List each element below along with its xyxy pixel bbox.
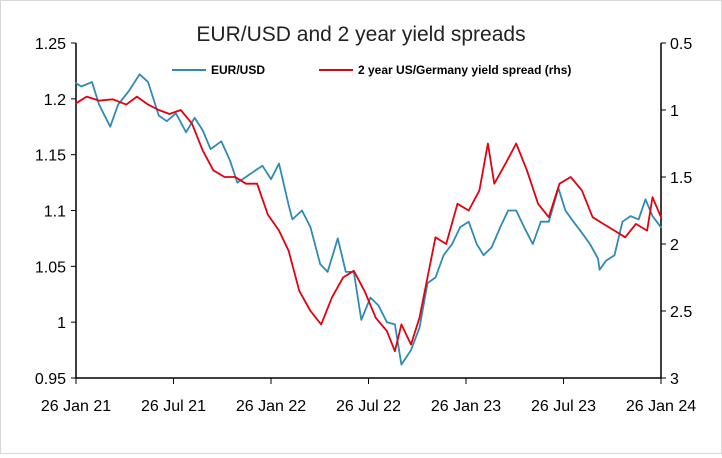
x-axis-tick-label: 26 Jul 23 — [531, 398, 596, 415]
left-axis-tick-label: 1.05 — [35, 259, 66, 276]
x-axis-tick-label: 26 Jul 21 — [141, 398, 206, 415]
legend-label-spread: 2 year US/Germany yield spread (rhs) — [358, 63, 571, 77]
x-axis-tick-label: 26 Jan 22 — [236, 398, 306, 415]
series-line-eurusd-line — [75, 73, 662, 366]
series-layer — [75, 73, 662, 366]
x-axis-tick-label: 26 Jan 24 — [626, 398, 696, 415]
left-axis-tick-label: 1.2 — [44, 92, 66, 109]
chart-title: EUR/USD and 2 year yield spreads — [196, 23, 525, 46]
right-axis-tick-label: 2.5 — [670, 304, 692, 321]
series-line-yield-spread-line — [75, 95, 662, 353]
left-axis-tick-label: 1.25 — [35, 36, 66, 53]
x-axis-tick-label: 26 Jul 22 — [336, 398, 401, 415]
right-axis-tick-label: 3 — [670, 371, 679, 388]
left-axis-tick-label: 1 — [57, 315, 66, 332]
right-axis-tick-label: 2 — [670, 237, 679, 254]
x-axis-tick-label: 26 Jan 21 — [41, 398, 111, 415]
legend: EUR/USD 2 year US/Germany yield spread (… — [172, 63, 571, 77]
left-axis-tick-label: 1.15 — [35, 148, 66, 165]
legend-label-eurusd: EUR/USD — [211, 63, 265, 77]
right-axis-tick-label: 1 — [670, 103, 679, 120]
left-axis-tick-label: 0.95 — [35, 371, 66, 388]
left-axis-tick-label: 1.1 — [44, 204, 66, 221]
x-axis-tick-label: 26 Jan 23 — [431, 398, 501, 415]
right-axis-tick-label: 1.5 — [670, 170, 692, 187]
right-axis-tick-label: 0.5 — [670, 36, 692, 53]
axes: 0.95 1 1.05 1.1 1.15 1.2 1.25 0.5 1 1.5 2 2.5 3 26 Ja… — [35, 36, 696, 415]
